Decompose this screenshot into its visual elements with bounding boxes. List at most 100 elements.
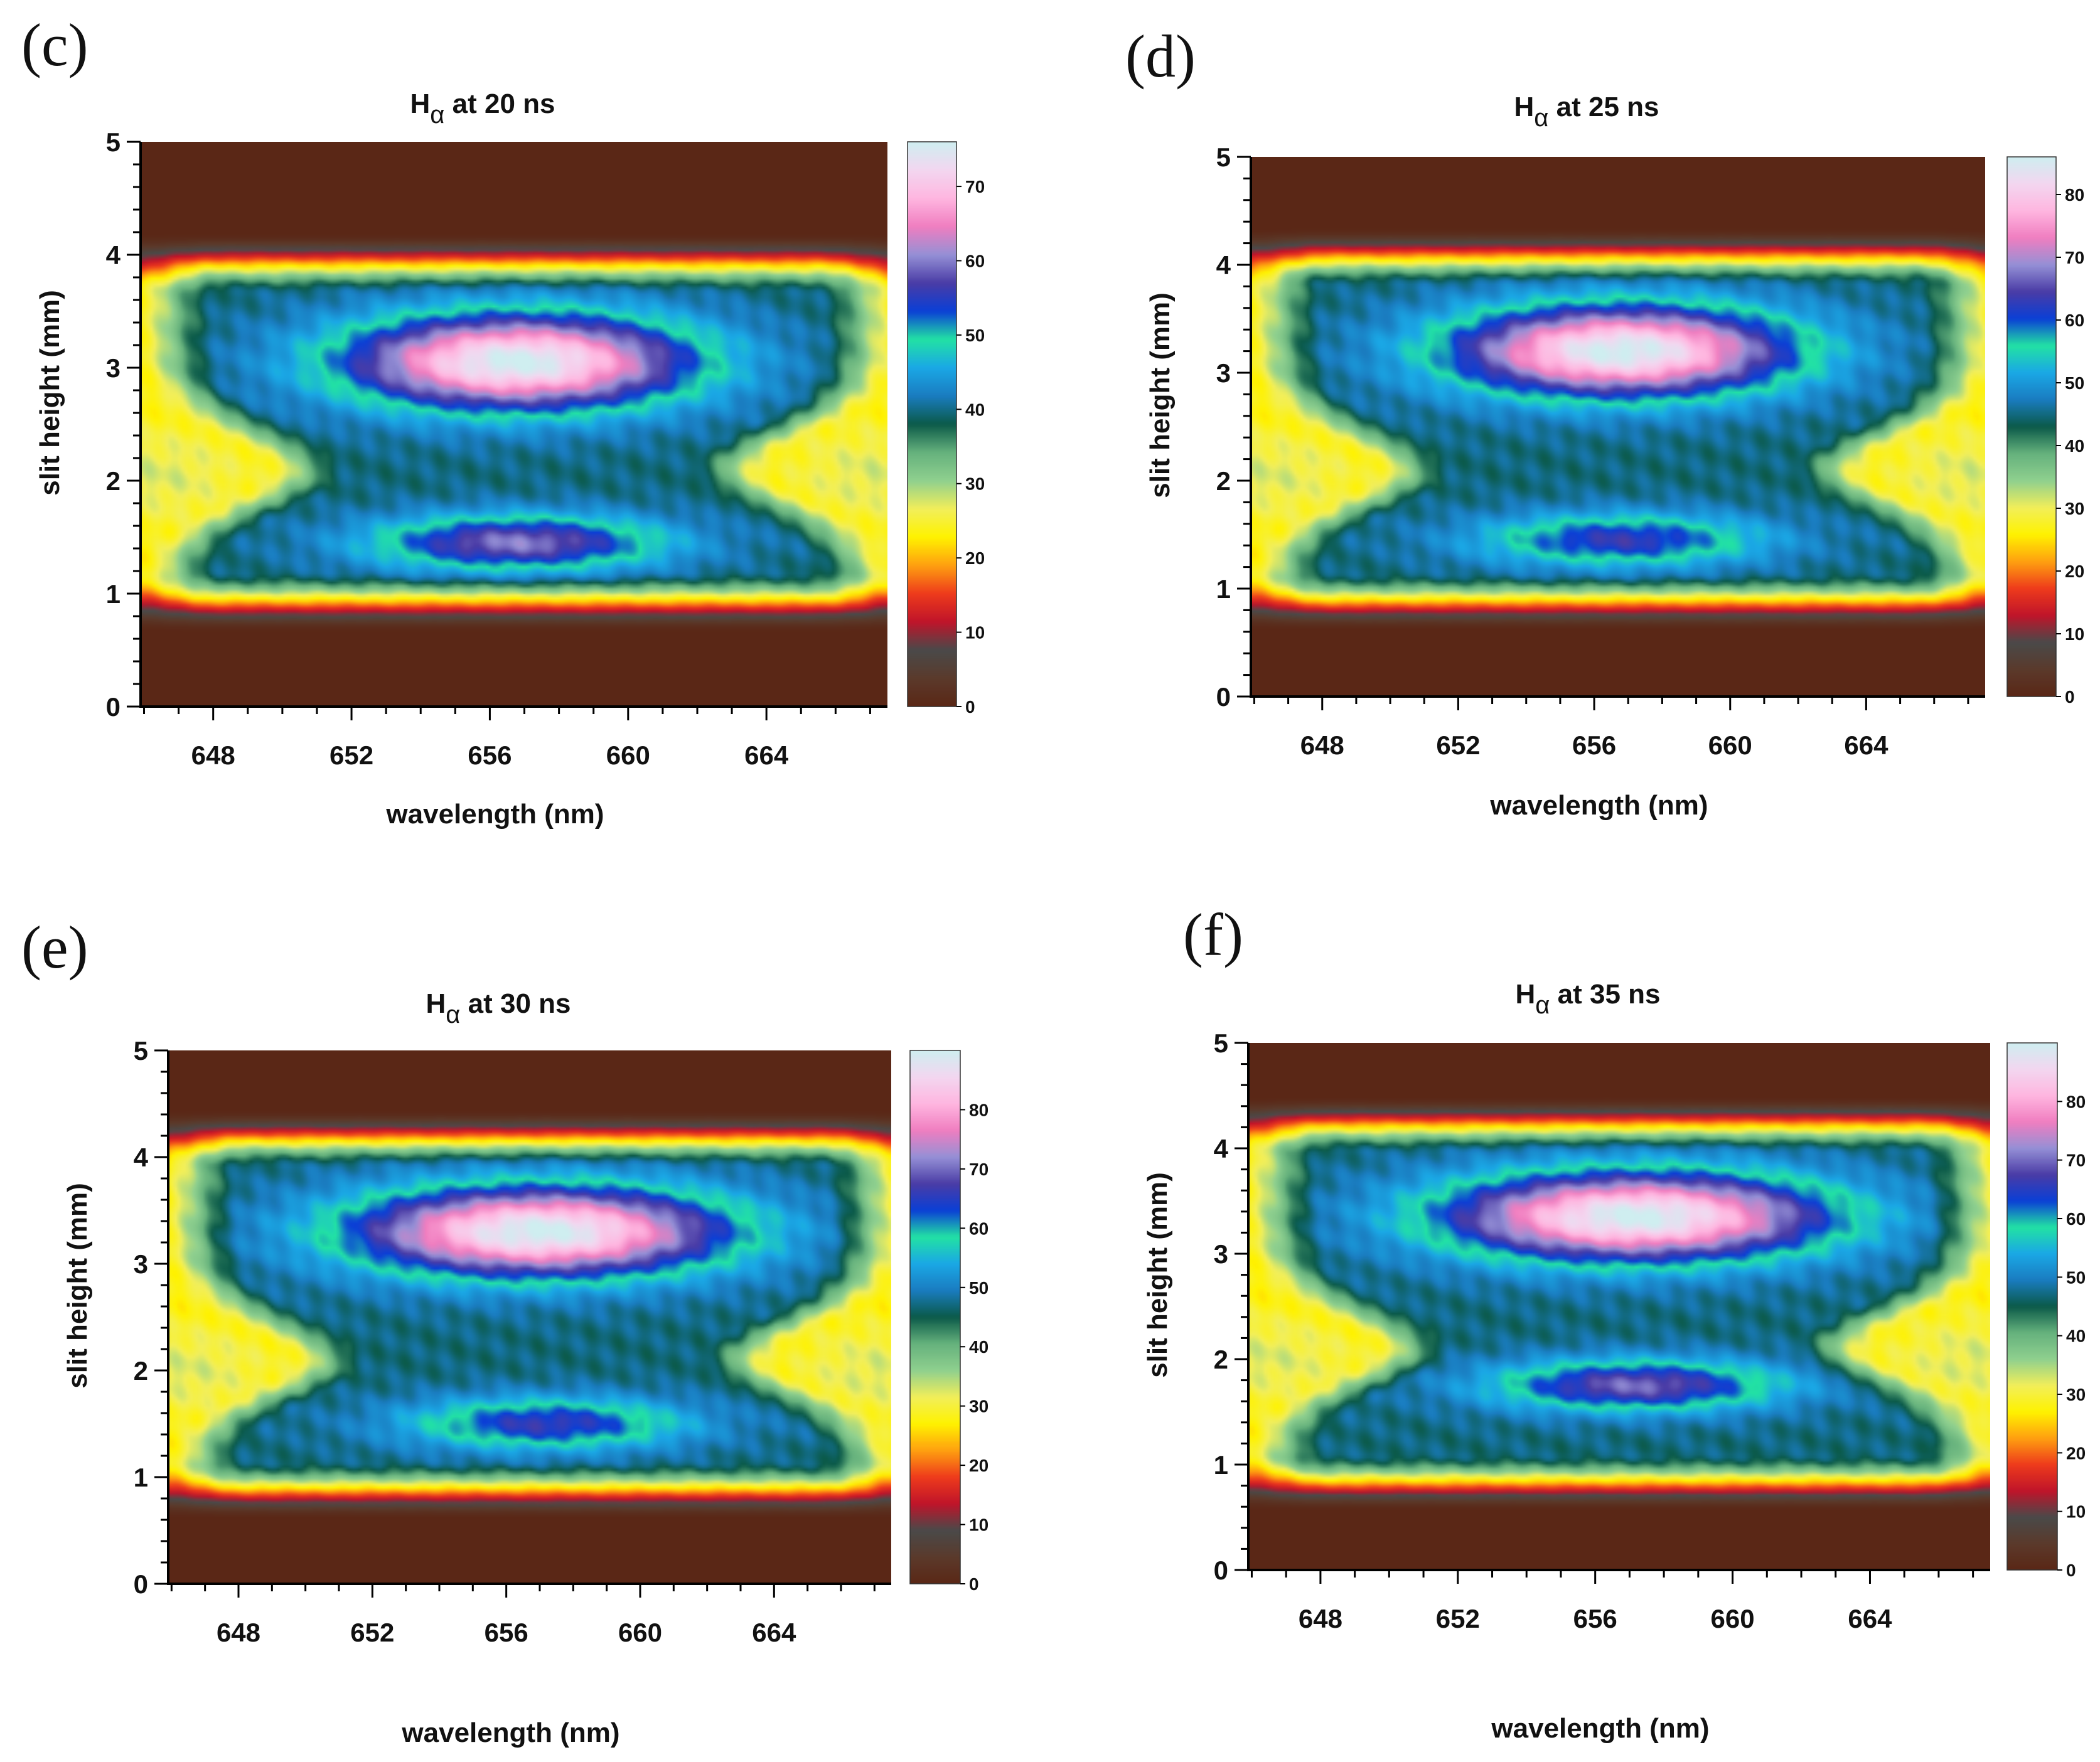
x-tick-label: 664 — [1844, 730, 1888, 760]
x-tick-label: 664 — [1848, 1604, 1892, 1633]
y-tick-label: 0 — [106, 692, 121, 722]
x-tick-label: 652 — [1436, 1604, 1480, 1633]
colorbar-tick-label: 30 — [969, 1397, 988, 1416]
colorbar-tick-label: 40 — [2065, 436, 2084, 456]
y-tick-label: 1 — [1214, 1450, 1228, 1480]
colorbar-tick-label: 80 — [2065, 185, 2084, 205]
colorbar-tick-label: 10 — [2066, 1502, 2086, 1522]
x-tick-label: 660 — [606, 740, 650, 770]
chart-title: Hα at 35 ns — [1516, 979, 1661, 1019]
heatmap-svg: 0 1 2 3 4 5 648 652 656 660 664 wavelength (nm) slit… — [35, 88, 985, 830]
x-tick-label: 652 — [350, 1618, 394, 1647]
colorbar-tick-label: 30 — [965, 474, 985, 494]
colorbar-tick-label: 70 — [2066, 1151, 2086, 1170]
x-tick-label: 648 — [1299, 1604, 1342, 1633]
colorbar-tick-label: 10 — [969, 1515, 988, 1535]
x-tick-label: 660 — [1711, 1604, 1755, 1633]
y-tick-label: 2 — [106, 466, 121, 496]
colorbar-tick-label: 60 — [965, 251, 985, 270]
colorbar-tick-label: 20 — [2066, 1443, 2086, 1463]
x-axis-label: wavelength (nm) — [1491, 1713, 1709, 1744]
x-axis-label: wavelength (nm) — [1489, 790, 1708, 821]
heatmap-image — [1251, 157, 1985, 697]
y-tick-label: 5 — [134, 1036, 148, 1065]
y-tick-label: 3 — [106, 353, 121, 383]
colorbar-tick-label: 30 — [2066, 1385, 2086, 1404]
heatmap-image — [1248, 1043, 1990, 1570]
colorbar-tick-label: 10 — [2065, 624, 2084, 644]
y-axis-label: slit height (mm) — [35, 290, 65, 496]
colorbar-frame — [2006, 156, 2057, 697]
x-tick-label: 656 — [1572, 730, 1616, 760]
colorbar-tick-label: 0 — [965, 697, 975, 717]
y-axis-label: slit height (mm) — [1142, 1172, 1173, 1378]
y-tick-label: 4 — [1216, 250, 1231, 280]
y-tick-label: 4 — [134, 1143, 149, 1172]
y-axis-label: slit height (mm) — [62, 1183, 93, 1389]
colorbar — [908, 142, 956, 707]
panel-c: (c) 0 1 2 3 4 5 648 652 656 660 664 wavelength (nm)… — [0, 0, 1050, 881]
y-tick-label: 4 — [106, 240, 121, 270]
x-tick-label: 648 — [217, 1618, 260, 1647]
panel-e: (e) 0 1 2 3 4 5 648 652 656 660 664 wavelength (nm)… — [0, 881, 1050, 1762]
y-tick-label: 2 — [1214, 1345, 1228, 1374]
colorbar-tick-label: 0 — [2066, 1561, 2076, 1580]
panel-label: (d) — [1125, 23, 1196, 90]
x-tick-label: 652 — [1436, 730, 1480, 760]
y-tick-label: 3 — [1214, 1239, 1228, 1269]
colorbar-tick-label: 0 — [2065, 687, 2075, 707]
x-tick-label: 664 — [744, 740, 789, 770]
heatmap-svg: 0 1 2 3 4 5 648 652 656 660 664 wavelength (nm) slit… — [62, 988, 988, 1748]
x-axis-label: wavelength (nm) — [401, 1717, 619, 1748]
colorbar — [2007, 1043, 2057, 1570]
colorbar — [2007, 157, 2056, 697]
panel-f: (f) 0 1 2 3 4 5 648 652 656 660 664 wavelength (nm)… — [1050, 881, 2100, 1762]
y-tick-label: 3 — [1216, 358, 1231, 388]
colorbar-tick-label: 70 — [969, 1160, 988, 1179]
y-tick-label: 2 — [134, 1356, 148, 1386]
colorbar-frame — [907, 141, 957, 707]
colorbar-tick-label: 80 — [2066, 1092, 2086, 1111]
x-tick-label: 656 — [485, 1618, 528, 1647]
y-tick-label: 5 — [106, 127, 121, 157]
colorbar-tick-label: 60 — [2066, 1209, 2086, 1229]
x-tick-label: 656 — [1573, 1604, 1617, 1633]
colorbar-tick-label: 30 — [2065, 499, 2084, 518]
heatmap-image — [141, 142, 887, 707]
colorbar-tick-label: 20 — [965, 548, 985, 568]
y-tick-label: 1 — [134, 1463, 148, 1492]
colorbar-tick-label: 40 — [2066, 1327, 2086, 1346]
x-tick-label: 656 — [468, 740, 512, 770]
heatmap-svg: 0 1 2 3 4 5 648 652 656 660 664 wavelength (nm) slit… — [1142, 979, 2086, 1744]
colorbar — [910, 1050, 960, 1584]
y-tick-label: 5 — [1216, 142, 1231, 172]
colorbar-tick-label: 60 — [2065, 311, 2084, 330]
panel-label: (f) — [1183, 901, 1243, 968]
y-tick-label: 3 — [134, 1249, 148, 1279]
y-tick-label: 5 — [1214, 1028, 1228, 1058]
x-tick-label: 660 — [618, 1618, 662, 1647]
colorbar-tick-label: 40 — [965, 400, 985, 419]
x-axis-label: wavelength (nm) — [385, 799, 604, 830]
y-axis-label: slit height (mm) — [1145, 292, 1176, 498]
y-tick-label: 0 — [134, 1569, 148, 1599]
colorbar-tick-label: 80 — [969, 1100, 988, 1119]
colorbar-tick-label: 50 — [969, 1278, 988, 1298]
chart-title: Hα at 30 ns — [426, 988, 571, 1028]
x-tick-label: 652 — [329, 740, 373, 770]
chart-title: Hα at 25 ns — [1514, 92, 1659, 132]
colorbar-tick-label: 60 — [969, 1219, 988, 1238]
y-tick-label: 0 — [1216, 682, 1231, 712]
colorbar-frame — [2006, 1042, 2058, 1571]
x-tick-label: 648 — [191, 740, 235, 770]
colorbar-tick-label: 40 — [969, 1337, 988, 1357]
colorbar-tick-label: 20 — [969, 1456, 988, 1475]
x-tick-label: 664 — [752, 1618, 796, 1647]
y-tick-label: 1 — [106, 579, 121, 609]
panel-label: (c) — [21, 11, 88, 78]
colorbar-tick-label: 50 — [2066, 1268, 2086, 1287]
heatmap-image — [168, 1050, 891, 1584]
x-tick-label: 648 — [1300, 730, 1344, 760]
colorbar-tick-label: 50 — [2065, 373, 2084, 393]
colorbar-tick-label: 70 — [2065, 248, 2084, 267]
